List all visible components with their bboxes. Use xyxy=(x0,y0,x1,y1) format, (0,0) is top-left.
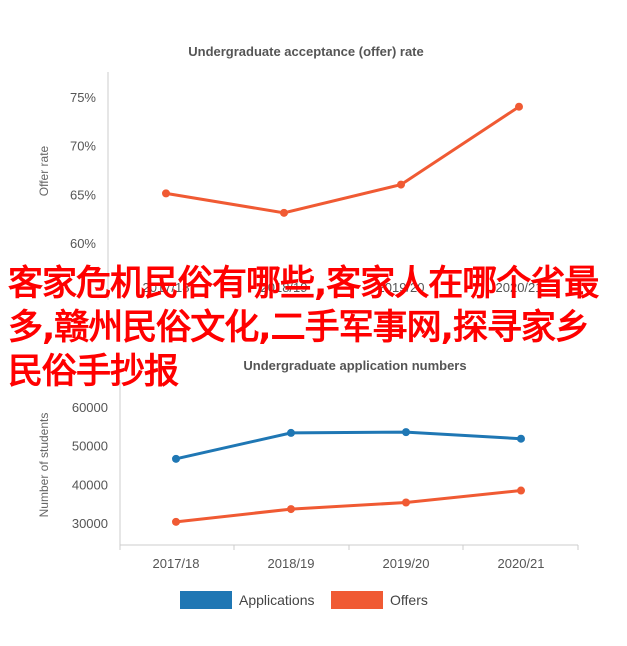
series-group xyxy=(172,428,525,526)
x-tick-marks xyxy=(119,545,579,550)
data-point xyxy=(172,517,180,526)
series-line-offer-rate xyxy=(165,105,520,215)
y-tick-label: 40000 xyxy=(72,477,108,492)
data-point xyxy=(402,428,410,437)
x-tick-label: 2018/19 xyxy=(261,280,308,295)
data-point xyxy=(517,434,525,443)
legend-swatch xyxy=(331,591,383,609)
series-group xyxy=(162,102,523,217)
x-tick-label: 2019/20 xyxy=(378,280,425,295)
data-point xyxy=(287,428,295,437)
y-tick-label: 60000 xyxy=(72,400,108,415)
y-axis-label: Number of students xyxy=(37,413,51,518)
y-tick-labels: 60% 65% 70% 75% xyxy=(70,90,96,251)
data-point xyxy=(280,208,288,217)
legend: Applications Offers xyxy=(180,591,428,609)
x-tick-label: 2020/21 xyxy=(496,280,543,295)
x-tick-label: 2020/21 xyxy=(498,556,545,571)
x-tick-labels: 2017/18 2018/19 2019/20 2020/21 xyxy=(153,556,545,571)
chart-offer-rate: Undergraduate acceptance (offer) rate Of… xyxy=(37,44,543,300)
data-point xyxy=(517,486,525,495)
data-point xyxy=(397,180,405,189)
chart-title: Undergraduate acceptance (offer) rate xyxy=(188,44,424,59)
y-tick-label: 50000 xyxy=(72,439,108,454)
y-tick-labels: 30000 40000 50000 60000 xyxy=(72,400,108,531)
overlay-headline-text: 客家危机民俗有哪些,客家人在哪个省最多,赣州民俗文化,二手军事网,探寻家乡民俗手… xyxy=(8,264,599,392)
series-line-offers xyxy=(175,489,522,524)
data-point xyxy=(172,454,180,463)
x-tick-label: 2019/20 xyxy=(383,556,430,571)
data-point xyxy=(515,102,523,111)
y-tick-label: 65% xyxy=(70,187,96,202)
x-tick-label: 2017/18 xyxy=(143,280,190,295)
data-point xyxy=(287,505,295,514)
y-axis-label: Offer rate xyxy=(37,145,51,196)
chart-title: Undergraduate application numbers xyxy=(243,358,466,373)
y-tick-label: 60% xyxy=(70,236,96,251)
y-tick-label: 75% xyxy=(70,90,96,105)
x-tick-label: 2018/19 xyxy=(268,556,315,571)
data-point xyxy=(402,498,410,507)
x-tick-label: 2017/18 xyxy=(153,556,200,571)
y-tick-label: 70% xyxy=(70,139,96,154)
x-tick-labels: 2017/18 2018/19 2019/20 2020/21 xyxy=(143,280,543,295)
chart-application-numbers: Undergraduate application numbers Number… xyxy=(37,358,579,609)
y-tick-label: 30000 xyxy=(72,516,108,531)
legend-swatch xyxy=(180,591,232,609)
data-point xyxy=(162,189,170,198)
legend-label: Applications xyxy=(239,592,315,608)
legend-label: Offers xyxy=(390,592,428,608)
series-line-applications xyxy=(175,430,522,461)
